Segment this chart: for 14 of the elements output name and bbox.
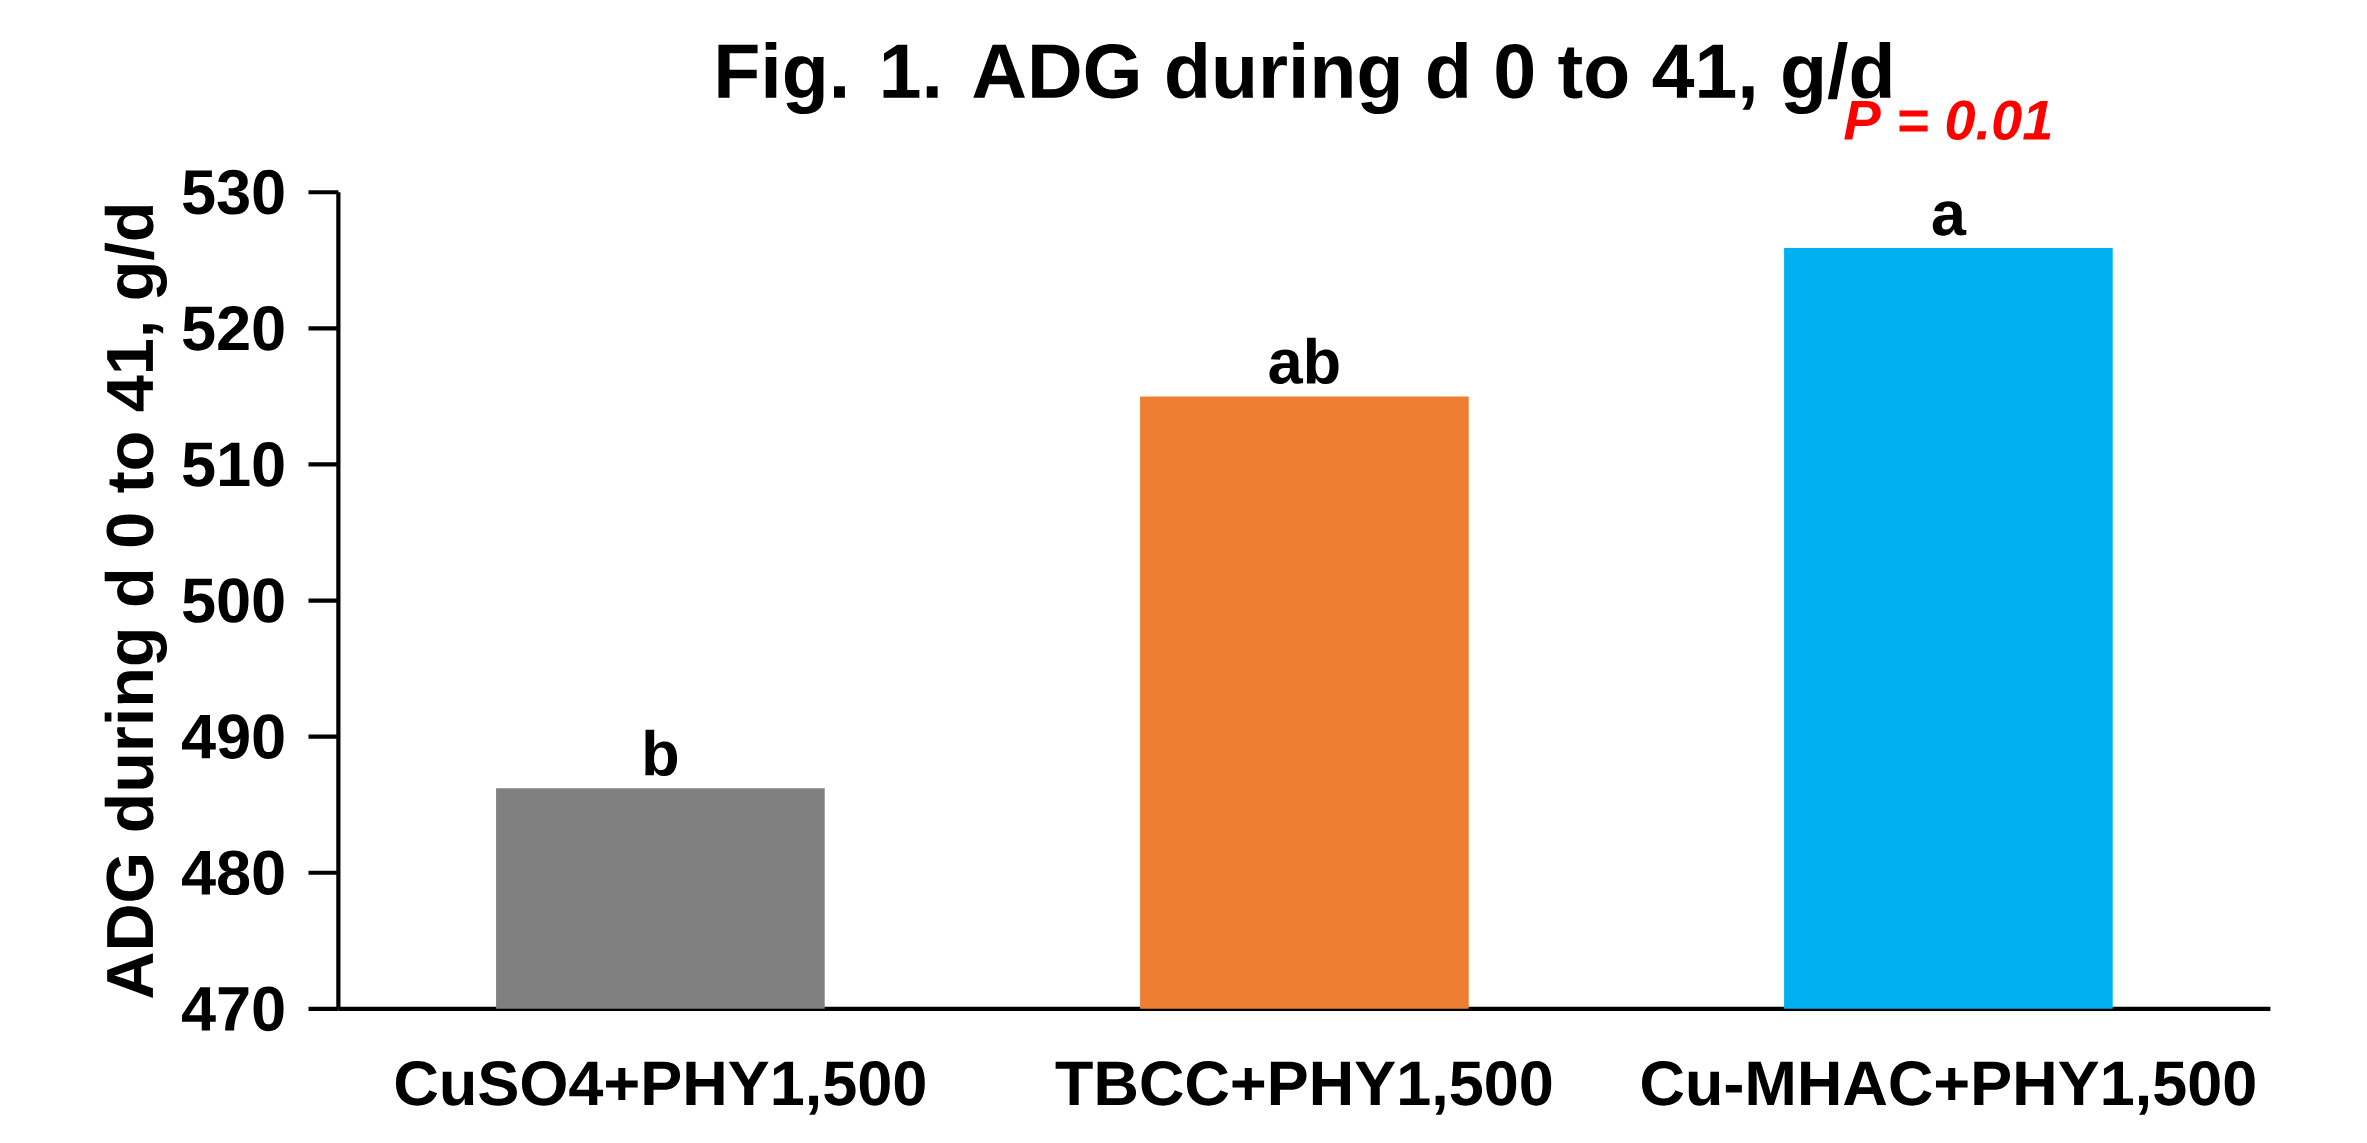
annotation: b <box>645 729 678 776</box>
y-tick-label: 500 <box>182 578 284 623</box>
y-tick-label: 490 <box>181 714 284 759</box>
y-tick-label: 470 <box>181 986 284 1031</box>
annotation: a <box>1932 200 1967 236</box>
y-tick-label: 510 <box>182 441 284 487</box>
x-tick-label: CuSO4+PHY1,500 <box>395 1060 925 1115</box>
x-tick-label: Cu-MHAC+PHY1,500 <box>1642 1060 2255 1115</box>
x-tick-label: TBCC+PHY1,500 <box>1055 1060 1552 1115</box>
y-tick-label: 520 <box>182 305 284 351</box>
annotation: ab <box>1269 337 1339 384</box>
y-axis-title: ADG during d 0 to 41, g/d <box>104 205 167 998</box>
y-tick-label: 530 <box>182 169 284 215</box>
y-tick-label: 480 <box>181 850 284 895</box>
